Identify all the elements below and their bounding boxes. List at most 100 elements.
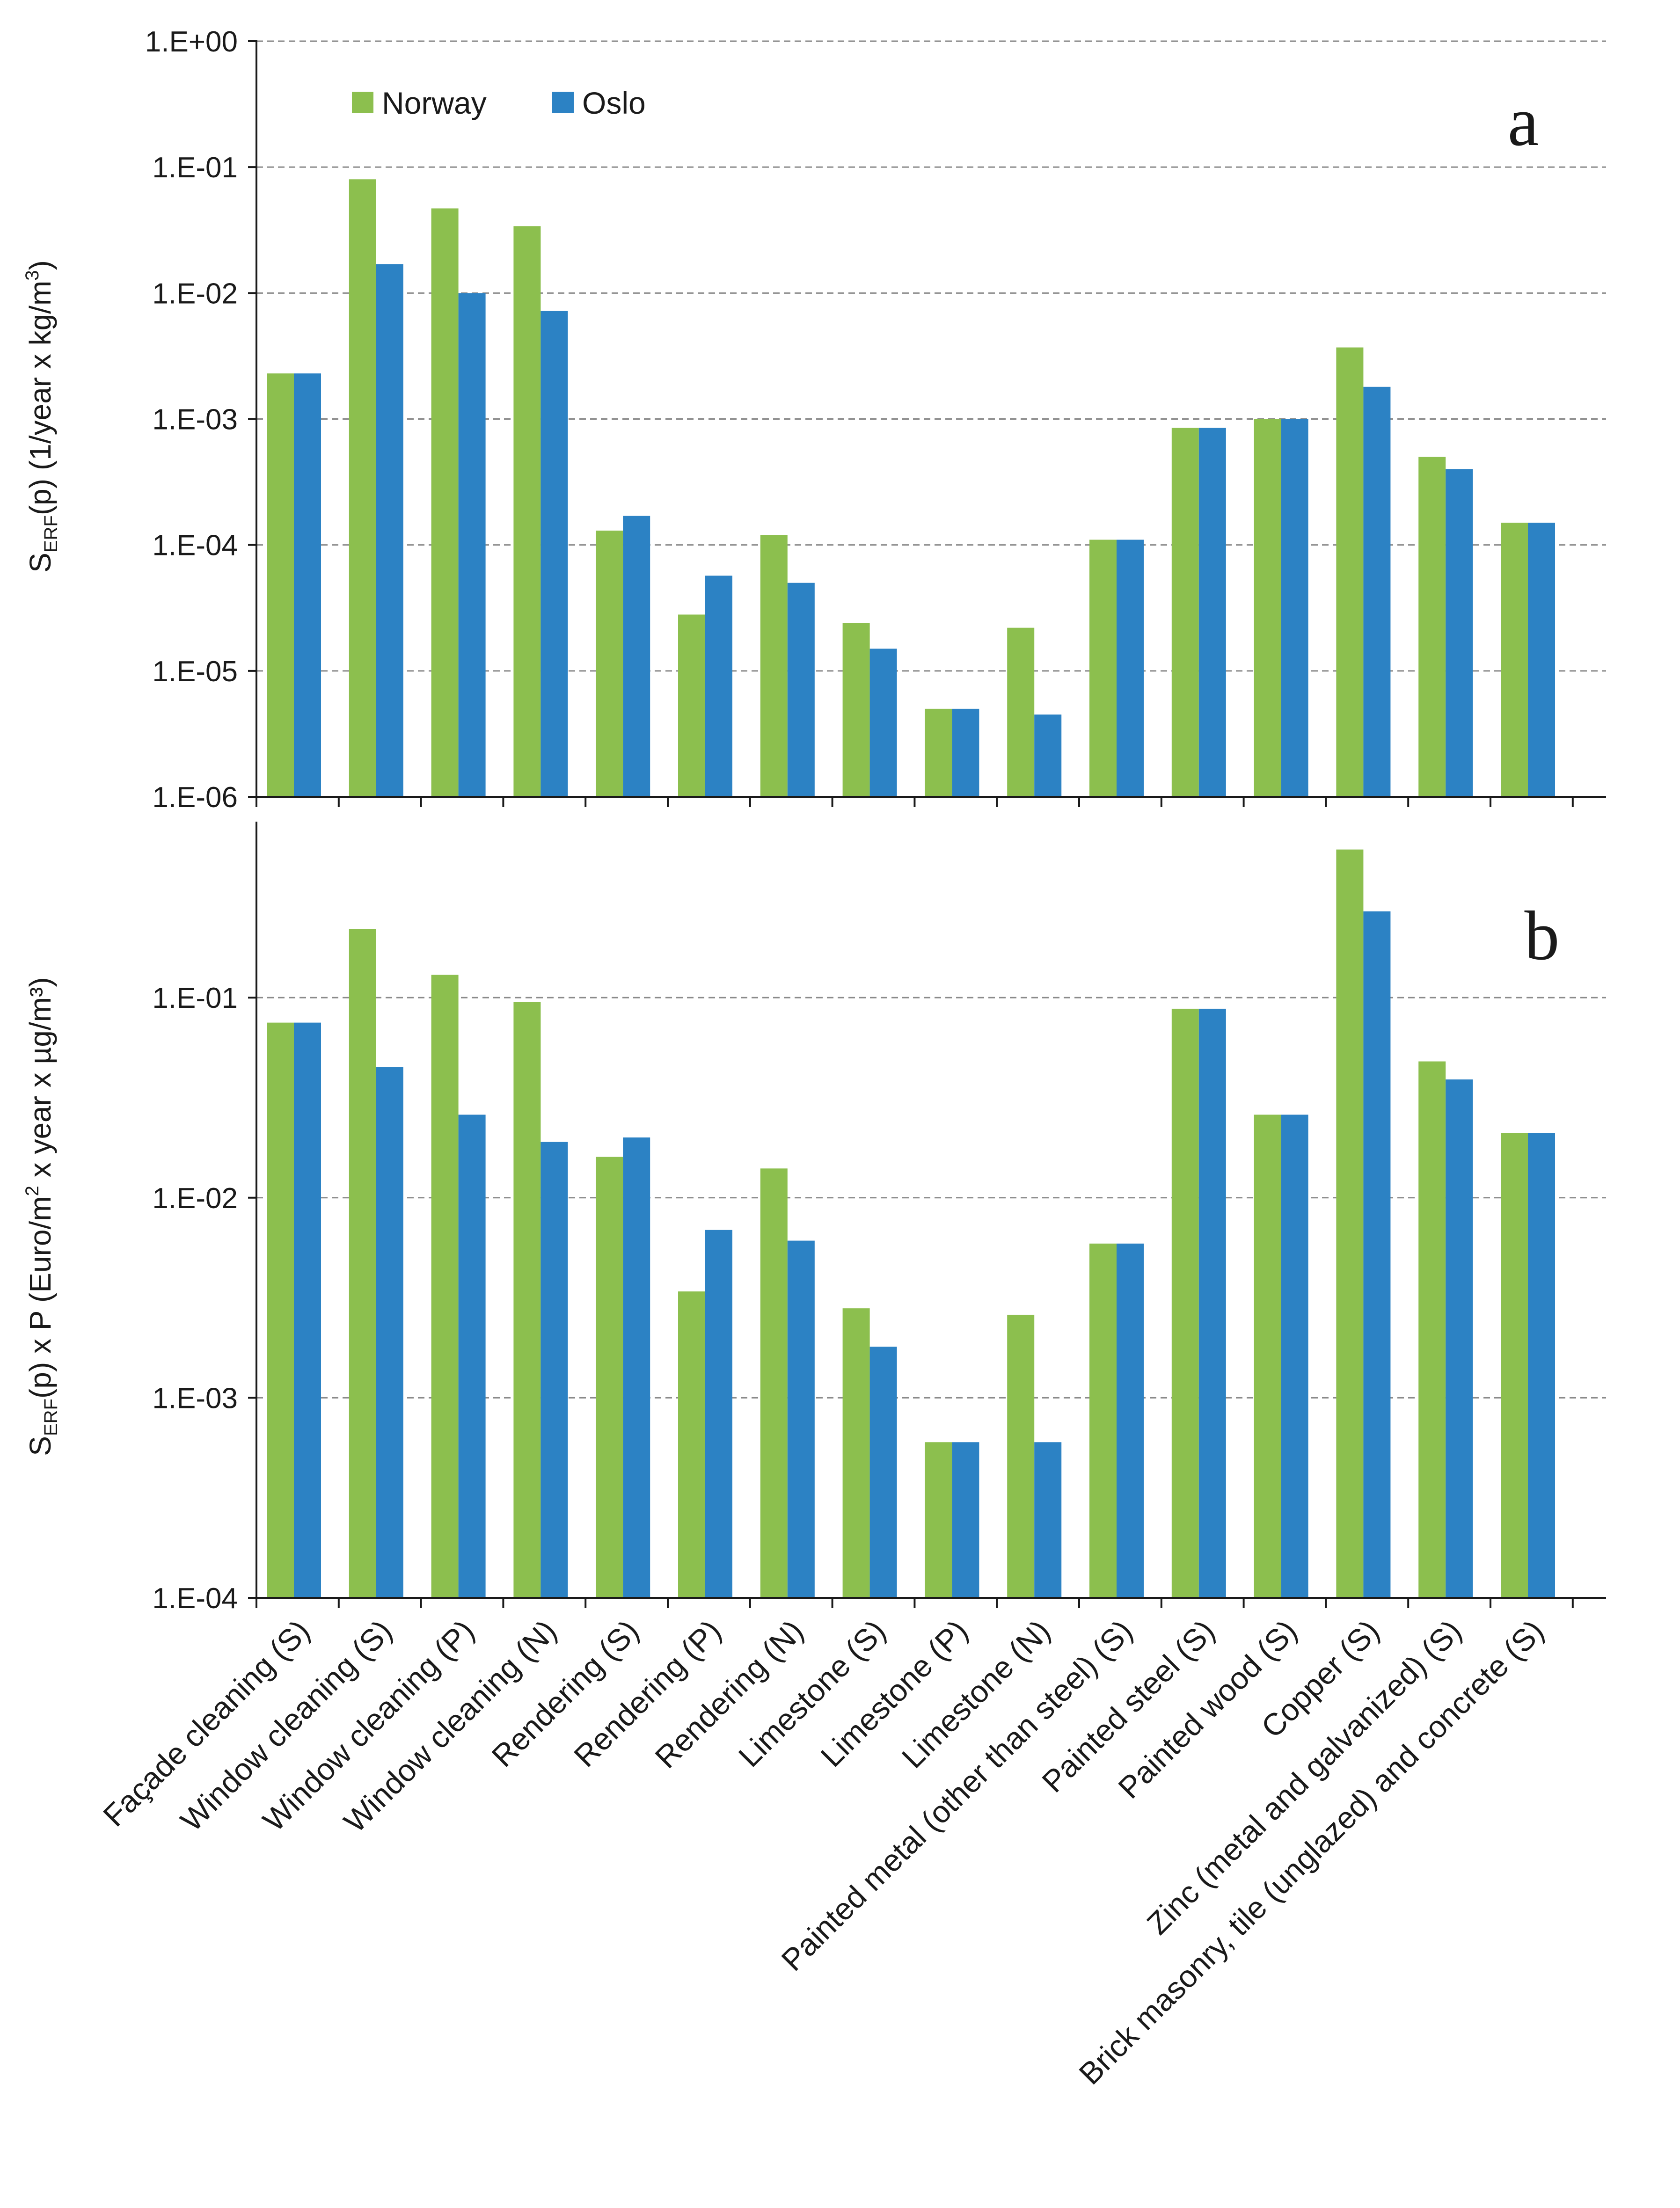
panel-letter-a: a	[1508, 83, 1539, 160]
bar-norway	[596, 1157, 623, 1598]
bar-norway	[760, 1168, 788, 1598]
bar-oslo	[1281, 1115, 1308, 1598]
bar-oslo	[787, 1240, 815, 1598]
bar-norway	[431, 975, 459, 1598]
bar-norway	[760, 535, 788, 797]
legend-swatch-oslo	[552, 92, 574, 113]
bar-oslo	[1281, 419, 1308, 797]
bar-oslo	[1363, 386, 1391, 797]
bar-norway	[925, 1442, 952, 1598]
bar-oslo	[1034, 1442, 1062, 1598]
bar-norway	[267, 373, 294, 797]
panel-b-axes	[248, 822, 1606, 1608]
bar-oslo	[1117, 539, 1144, 797]
bar-oslo	[1528, 523, 1555, 797]
x-category-label: Limestone (N)	[895, 1613, 1057, 1775]
legend-label-oslo: Oslo	[582, 86, 646, 120]
y-tick-label: 1.E-03	[152, 1382, 238, 1414]
panel-b-y-axis-label: SERF(p) x P (Euro/m2 x year x µg/m³)	[22, 977, 61, 1456]
bar-oslo	[705, 1230, 732, 1598]
bar-norway	[1418, 1061, 1446, 1598]
bar-norway	[1171, 1008, 1199, 1598]
bar-norway	[1007, 1314, 1035, 1598]
bar-norway	[267, 1022, 294, 1598]
bar-oslo	[787, 583, 815, 797]
bar-norway	[1418, 457, 1446, 797]
bar-norway	[1501, 1133, 1528, 1598]
bar-norway	[1336, 347, 1364, 797]
bar-oslo	[376, 1067, 403, 1598]
panel-a-axes	[248, 40, 1606, 807]
bar-oslo	[952, 1442, 979, 1598]
panel-a-tick-labels: 1.E-06 1.E-05 1.E-04 1.E-03 1.E-02 1.E-01 1.E+…	[145, 26, 238, 814]
panel-a-chart: 1.E-06 1.E-05 1.E-04 1.E-03 1.E-02 1.E-01 1.E+…	[22, 26, 1606, 814]
x-category-label: Limestone (P)	[814, 1613, 974, 1774]
bar-norway	[678, 1291, 705, 1598]
x-category-label: Limestone (S)	[732, 1613, 892, 1774]
bar-norway	[1501, 523, 1528, 797]
bar-oslo	[1528, 1133, 1555, 1598]
bar-oslo	[376, 264, 403, 797]
panel-a-bars	[267, 179, 1555, 797]
bar-oslo	[869, 649, 897, 797]
y-tick-label: 1.E-04	[152, 530, 238, 562]
bar-norway	[596, 530, 623, 797]
bar-norway	[349, 179, 376, 797]
bar-oslo	[1198, 1008, 1226, 1598]
bar-oslo	[458, 293, 486, 797]
y-tick-label: 1.E+00	[145, 26, 238, 58]
bar-oslo	[541, 1142, 568, 1598]
x-category-label: Rendering (S)	[485, 1613, 645, 1774]
bar-oslo	[541, 311, 568, 797]
legend-swatch-norway	[352, 92, 373, 113]
bar-oslo	[1446, 469, 1473, 797]
bar-oslo	[623, 1137, 650, 1598]
bar-norway	[349, 929, 376, 1598]
y-tick-label: 1.E-02	[152, 1182, 238, 1215]
bar-norway	[1089, 539, 1117, 797]
bar-oslo	[952, 708, 979, 797]
bar-norway	[1171, 428, 1199, 797]
legend: Norway Oslo	[352, 86, 646, 120]
y-tick-label: 1.E-02	[152, 277, 238, 310]
bar-norway	[1254, 1115, 1281, 1598]
y-tick-label: 1.E-04	[152, 1582, 238, 1615]
panel-b-chart: 1.E-04 1.E-03 1.E-02 1.E-01 b SERF(p) x P (…	[22, 822, 1606, 1615]
panel-b-tick-labels: 1.E-04 1.E-03 1.E-02 1.E-01	[152, 982, 238, 1615]
x-category-label: Rendering (P)	[567, 1613, 728, 1774]
bar-norway	[431, 208, 459, 797]
bar-norway	[1089, 1243, 1117, 1598]
panel-letter-b: b	[1525, 897, 1560, 975]
panel-a-y-axis-label: SERF(p) (1/year x kg/m3)	[22, 260, 61, 573]
bar-norway	[925, 708, 952, 797]
bar-norway	[513, 1002, 541, 1598]
bar-norway	[842, 1308, 870, 1598]
y-tick-label: 1.E-01	[152, 982, 238, 1014]
bar-norway	[678, 614, 705, 797]
x-category-label: Rendering (N)	[648, 1613, 810, 1775]
bar-oslo	[458, 1115, 486, 1598]
bar-oslo	[294, 1022, 321, 1598]
bar-oslo	[1363, 911, 1391, 1598]
panel-b-bars	[267, 849, 1555, 1598]
y-tick-label: 1.E-06	[152, 781, 238, 814]
y-tick-label: 1.E-05	[152, 656, 238, 688]
bar-oslo	[1446, 1079, 1473, 1598]
bar-norway	[513, 226, 541, 797]
bar-oslo	[869, 1347, 897, 1598]
bar-oslo	[1117, 1243, 1144, 1598]
bar-oslo	[623, 516, 650, 797]
legend-label-norway: Norway	[382, 86, 487, 120]
y-tick-label: 1.E-01	[152, 152, 238, 184]
bar-oslo	[1034, 714, 1062, 797]
bar-oslo	[705, 576, 732, 797]
y-tick-label: 1.E-03	[152, 404, 238, 436]
x-axis-category-labels: Façade cleaning (S)Window cleaning (S)Wi…	[96, 1613, 1550, 2091]
bar-norway	[1254, 419, 1281, 797]
bar-norway	[1007, 627, 1035, 797]
bar-norway	[842, 623, 870, 797]
bar-oslo	[1198, 428, 1226, 797]
bar-norway	[1336, 849, 1364, 1598]
bar-oslo	[294, 373, 321, 797]
